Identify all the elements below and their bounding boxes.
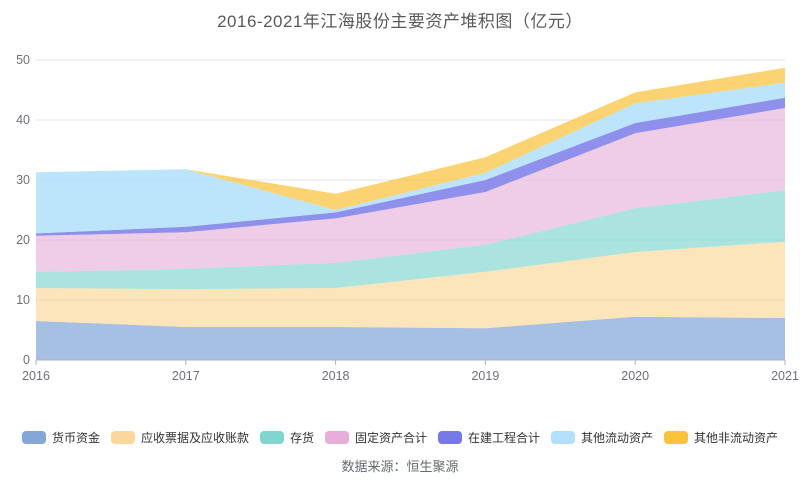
stacked-area-plot: 2016 2017 2018 2019 2020 2021 0 10 20 30 40 50 (16, 53, 799, 383)
legend-item-construction-in-progress-total[interactable]: 在建工程合计 (438, 429, 540, 446)
area-notes-and-accounts-receivable (36, 241, 785, 329)
legend-item-other-current-assets[interactable]: 其他流动资产 (551, 429, 653, 446)
legend-swatch-other-non-current-assets (664, 431, 689, 444)
legend-item-inventory[interactable]: 存货 (259, 429, 314, 446)
x-axis-label-2018: 2018 (322, 369, 350, 383)
area-inventory (36, 190, 785, 290)
legend-label-monetary-funds: 货币资金 (51, 431, 100, 445)
legend-swatch-notes-and-accounts-receivable (110, 431, 135, 444)
legend-item-monetary-funds[interactable]: 货币资金 (21, 429, 100, 446)
x-axis-label-2021: 2021 (771, 369, 799, 383)
x-axis-label-2017: 2017 (172, 369, 200, 383)
area-fixed-assets-total (36, 108, 785, 272)
legend-label-construction-in-progress-total: 在建工程合计 (468, 431, 541, 445)
area-monetary-funds (36, 316, 785, 360)
area-other-current-assets (36, 82, 785, 234)
y-axis-label-30: 30 (16, 173, 30, 187)
legend-label-other-current-assets: 其他流动资产 (581, 431, 654, 445)
legend-item-other-non-current-assets[interactable]: 其他非流动资产 (664, 429, 778, 446)
x-axis-label-2016: 2016 (22, 369, 50, 383)
legend-label-fixed-assets-total: 固定资产合计 (354, 431, 427, 445)
legend-swatch-monetary-funds (21, 431, 46, 444)
legend-item-notes-and-accounts-receivable[interactable]: 应收票据及应收账款 (110, 429, 249, 446)
area-construction-in-progress-total (36, 97, 785, 236)
legend: 货币资金 应收票据及应收账款 存货 固定资产合计 在建工程合计 其他流动资产 其他非流动资产 (0, 429, 800, 446)
chart-title: 2016-2021年江海股份主要资产堆积图（亿元） (217, 12, 583, 31)
legend-swatch-fixed-assets-total (324, 431, 349, 444)
x-axis-label-2020: 2020 (621, 369, 649, 383)
y-axis-label-50: 50 (16, 53, 30, 67)
y-axis-label-40: 40 (16, 113, 30, 127)
y-axis-label-10: 10 (16, 293, 30, 307)
legend-label-notes-and-accounts-receivable: 应收票据及应收账款 (140, 431, 249, 445)
legend-item-fixed-assets-total[interactable]: 固定资产合计 (324, 429, 427, 446)
y-axis-label-0: 0 (23, 353, 30, 367)
legend-swatch-construction-in-progress-total (438, 431, 462, 444)
x-axis-label-2019: 2019 (471, 369, 499, 383)
y-axis-label-20: 20 (16, 233, 30, 247)
legend-swatch-other-current-assets (551, 431, 576, 444)
area-other-non-current-assets (36, 67, 785, 210)
legend-swatch-inventory (259, 431, 284, 444)
data-source: 数据来源：恒生聚源 (341, 459, 459, 474)
legend-label-other-non-current-assets: 其他非流动资产 (694, 431, 779, 445)
legend-label-inventory: 存货 (289, 431, 314, 445)
